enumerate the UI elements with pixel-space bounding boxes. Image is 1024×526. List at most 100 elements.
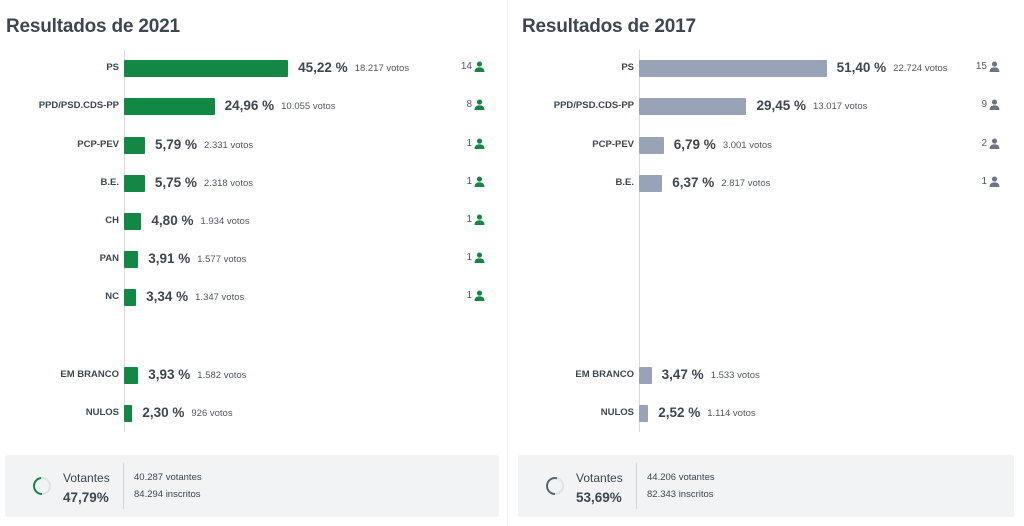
percentage-label: 29,45 % (756, 98, 807, 113)
result-bar (124, 213, 142, 230)
result-row: B.E. 5,75 % 2.318 votos 1 (0, 175, 500, 193)
result-row: B.E. 6,37 % 2.817 votos 1 (515, 175, 1015, 193)
result-row: CH 4,80 % 1.934 votos 1 (0, 213, 500, 231)
votes-label: 2.331 votos (204, 140, 254, 151)
user-icon (474, 290, 485, 301)
party-label: PAN (99, 253, 119, 264)
result-bar (124, 60, 289, 77)
party-label: EM BRANCO (575, 369, 634, 380)
result-bar (124, 289, 137, 306)
seats-number: 1 (466, 290, 472, 301)
turnout-arc (33, 477, 51, 495)
party-label: EM BRANCO (60, 369, 119, 380)
party-label: PS (621, 62, 634, 73)
result-row: EM BRANCO 3,93 % 1.582 votos (0, 367, 500, 385)
panel-title: Resultados de 2021 (6, 16, 180, 37)
seats-number: 9 (981, 99, 987, 110)
votes-label: 1.582 votos (197, 370, 247, 381)
registered-count: 84.294 inscritos (134, 489, 201, 500)
result-row: PCP-PEV 6,79 % 3.001 votos 2 (515, 137, 1015, 155)
votes-label: 926 votos (191, 408, 233, 419)
percentage-label: 3,34 % (146, 289, 189, 304)
party-label: PCP-PEV (592, 139, 634, 150)
percentage-label: 3,47 % (661, 367, 704, 382)
turnout-divider (123, 463, 124, 509)
seats-number: 1 (466, 138, 472, 149)
percentage-label: 6,37 % (672, 175, 715, 190)
seats-count: 15 (976, 61, 1000, 72)
votes-label: 1.533 votos (710, 370, 760, 381)
panel-separator (507, 0, 508, 526)
percentage-label: 51,40 % (836, 60, 887, 75)
votes-label: 1.347 votos (195, 292, 245, 303)
result-row: NULOS 2,30 % 926 votos (0, 405, 500, 423)
seats-number: 2 (981, 138, 987, 149)
turnout-label: Votantes (63, 471, 110, 485)
seats-count: 9 (981, 99, 1000, 110)
percentage-label: 2,30 % (142, 405, 185, 420)
seats-count: 1 (466, 290, 485, 301)
registered-count: 82.343 inscritos (647, 489, 714, 500)
percentage-label: 5,79 % (155, 137, 198, 152)
turnout-summary: Votantes 47,79% 40.287 votantes 84.294 i… (5, 455, 499, 517)
seats-count: 14 (461, 61, 485, 72)
votes-label: 10.055 votos (281, 101, 336, 112)
turnout-summary: Votantes 53,69% 44.206 votantes 82.343 i… (518, 455, 1014, 517)
result-bar (124, 405, 133, 422)
party-label: PPD/PSD.CDS-PP (38, 100, 119, 111)
turnout-label: Votantes (576, 471, 623, 485)
spinner-icon (33, 477, 51, 495)
seats-number: 1 (466, 214, 472, 225)
seats-number: 14 (460, 61, 472, 72)
seats-number: 1 (981, 176, 987, 187)
user-icon (989, 61, 1000, 72)
party-label: NULOS (85, 407, 119, 418)
turnout-arc (546, 477, 564, 495)
spinner-icon (546, 477, 564, 495)
votes-label: 2.318 votos (203, 178, 254, 189)
result-bar (639, 137, 664, 154)
results-2021-panel: Resultados de 2021 PS 45,22 % 18.217 votos… (0, 0, 500, 526)
seats-count: 1 (466, 252, 485, 263)
seats-number: 1 (466, 176, 472, 187)
percentage-label: 3,91 % (148, 251, 191, 266)
turnout-percentage: 53,69% (576, 490, 622, 505)
user-icon (474, 61, 485, 72)
user-icon (474, 252, 485, 263)
result-bar (639, 98, 747, 115)
result-row: PPD/PSD.CDS-PP 29,45 % 13.017 votos 9 (515, 98, 1015, 116)
seats-count: 8 (466, 99, 485, 110)
turnout-divider (636, 463, 637, 509)
seats-count: 1 (466, 138, 485, 149)
user-icon (989, 138, 1000, 149)
seats-count: 1 (466, 176, 485, 187)
votes-label: 13.017 votos (813, 101, 868, 112)
user-icon (474, 138, 485, 149)
percentage-label: 6,79 % (673, 137, 716, 152)
percentage-label: 24,96 % (224, 98, 275, 113)
percentage-label: 5,75 % (154, 175, 197, 190)
percentage-label: 45,22 % (298, 60, 348, 75)
seats-count: 2 (981, 138, 1000, 149)
result-row: PS 45,22 % 18.217 votos 14 (0, 60, 500, 78)
result-bar (124, 98, 215, 115)
votes-label: 3.001 votos (722, 140, 772, 151)
seats-count: 1 (466, 214, 485, 225)
result-bar (124, 175, 145, 192)
result-row: PS 51,40 % 22.724 votos 15 (515, 60, 1015, 78)
panel-title: Resultados de 2017 (522, 16, 696, 37)
seats-number: 1 (466, 252, 472, 263)
result-row: NULOS 2,52 % 1.114 votos (515, 405, 1015, 423)
party-label: PPD/PSD.CDS-PP (553, 100, 634, 111)
party-label: CH (105, 215, 119, 226)
results-2017-panel: Resultados de 2017 PS 51,40 % 22.724 votos… (515, 0, 1015, 526)
votes-label: 18.217 votos (354, 63, 410, 74)
result-row: PAN 3,91 % 1.577 votos 1 (0, 251, 500, 269)
party-label: PS (106, 62, 119, 73)
turnout-percentage: 47,79% (63, 490, 109, 505)
chart-axis (124, 50, 125, 432)
party-label: B.E. (100, 177, 119, 188)
result-bar (124, 367, 139, 384)
party-label: NULOS (600, 407, 634, 418)
seats-number: 8 (466, 99, 472, 110)
